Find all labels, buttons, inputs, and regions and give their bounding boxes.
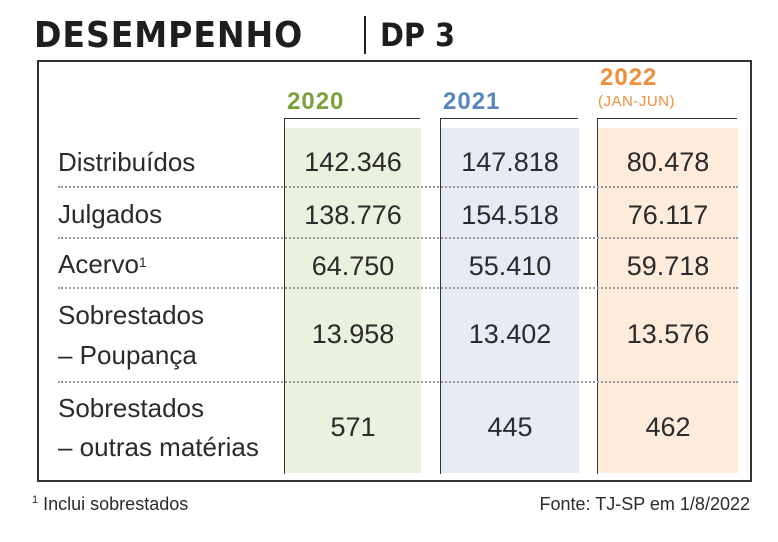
- table-cell: 571: [330, 412, 376, 442]
- table-cell: 13.958: [311, 319, 395, 349]
- title-sub: DP 3: [380, 16, 456, 54]
- source-note: Fonte: TJ-SP em 1/8/2022: [539, 494, 750, 514]
- row-label-distribuidos: Distribuídos: [58, 147, 196, 177]
- table-cell: 142.346: [304, 147, 402, 177]
- title-main: DESEMPENHO: [34, 14, 304, 56]
- table-cell: 445: [487, 412, 533, 442]
- row-label-sobrestados-poupanca-line2: – Poupança: [58, 340, 197, 370]
- column-header-2022: 2022: [600, 64, 658, 91]
- title-separator: [364, 16, 366, 54]
- table-cell: 80.478: [626, 147, 710, 177]
- column-2020-background: [285, 128, 421, 473]
- row-label-acervo-text: Acervo: [58, 249, 139, 279]
- row-divider: [58, 381, 738, 383]
- column-2020-top-rule: [284, 118, 420, 119]
- table-cell: 59.718: [626, 251, 710, 281]
- row-label-acervo: Acervo1: [58, 248, 147, 280]
- table-cell: 147.818: [461, 147, 559, 177]
- footnote-mark: 1: [32, 494, 39, 506]
- column-2021-rule: [440, 118, 441, 474]
- table-cell: 55.410: [468, 251, 552, 281]
- row-divider: [58, 186, 738, 188]
- table-cell: 13.576: [626, 319, 710, 349]
- table-cell: 462: [645, 412, 691, 442]
- column-2020-rule: [284, 118, 285, 474]
- row-label-sobrestados-poupanca-line1: Sobrestados: [58, 300, 204, 330]
- row-divider: [58, 287, 738, 289]
- column-2022-rule: [597, 118, 598, 474]
- column-header-2022-subtitle: (JAN-JUN): [598, 93, 675, 110]
- table-cell: 64.750: [311, 251, 395, 281]
- column-2021-background: [441, 128, 579, 473]
- column-2021-top-rule: [440, 118, 578, 119]
- footnote-mark: 1: [138, 254, 147, 270]
- row-label-sobrestados-outras-line2: – outras matérias: [58, 432, 259, 462]
- table-cell: 138.776: [304, 200, 402, 230]
- row-divider: [58, 237, 738, 239]
- row-label-julgados: Julgados: [58, 199, 163, 229]
- table-cell: 13.402: [468, 319, 552, 349]
- footnote-text: Inclui sobrestados: [43, 494, 189, 514]
- column-header-2020: 2020: [287, 88, 345, 115]
- row-label-sobrestados-outras-line1: Sobrestados: [58, 393, 204, 423]
- column-2022-background: [598, 128, 738, 473]
- footnote: 1 Inclui sobrestados: [32, 494, 188, 515]
- table-frame: [37, 60, 752, 482]
- table-cell: 76.117: [627, 200, 709, 230]
- table-cell: 154.518: [461, 200, 559, 230]
- page-title: DESEMPENHO DP 3: [34, 10, 463, 60]
- column-header-2021: 2021: [443, 88, 501, 115]
- column-2022-top-rule: [597, 118, 737, 119]
